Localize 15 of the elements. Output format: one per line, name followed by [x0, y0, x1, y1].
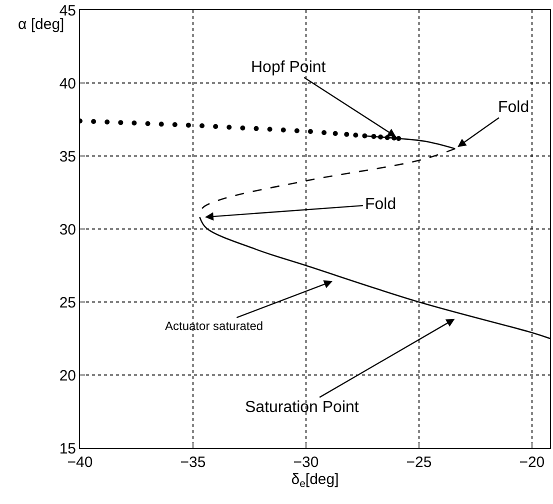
annotation: Saturation Point [245, 399, 360, 416]
x-tick-label: −25 [406, 454, 432, 471]
x-tick-label: −35 [180, 454, 206, 471]
annotation: Fold [498, 99, 530, 116]
y-tick-label: 25 [59, 294, 76, 312]
x-tick-label: −20 [519, 454, 545, 471]
y-tick-label: 30 [59, 221, 76, 238]
x-tick-label: −30 [293, 454, 319, 471]
x-axis-title: δ$_{e}$[deg] [291, 471, 339, 490]
y-tick-label: 35 [59, 148, 76, 166]
annotation: Hopf Point [251, 59, 326, 76]
y-tick-label: 40 [59, 75, 76, 92]
annotation: Actuator saturated [165, 319, 264, 333]
y-tick-label: 20 [59, 367, 76, 384]
annotation: Fold [365, 196, 396, 213]
